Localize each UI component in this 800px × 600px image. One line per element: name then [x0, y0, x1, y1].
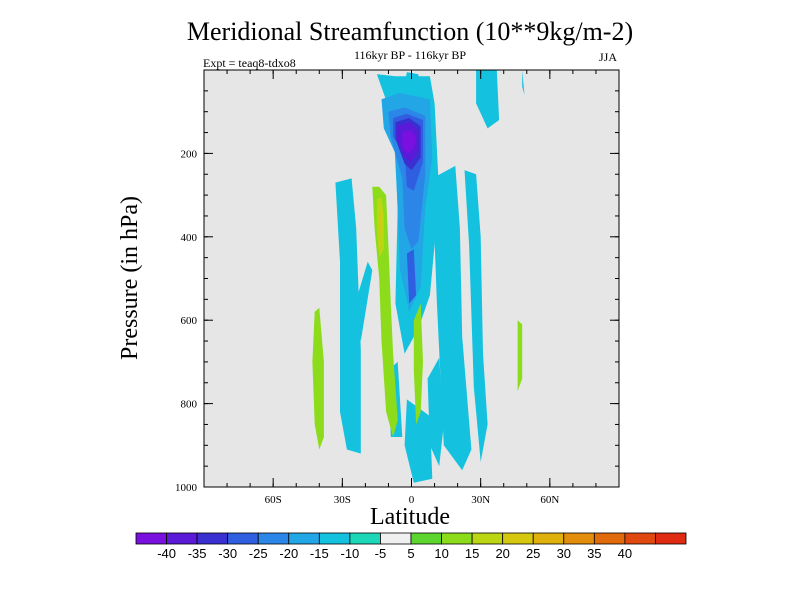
colorbar-swatch: [563, 532, 595, 545]
colorbar-label: 10: [434, 546, 448, 561]
colorbar-label: -10: [341, 546, 360, 561]
colorbar-swatch: [593, 532, 626, 545]
x-tick-label: 30N: [471, 494, 490, 506]
y-tick-label: 400: [181, 232, 198, 244]
y-axis-label: Pressure (in hPa): [117, 196, 143, 360]
colorbar-swatch: [441, 532, 473, 545]
negative-contour-region: [406, 249, 417, 304]
y-tick-label: 800: [181, 399, 198, 411]
colorbar-swatch: [196, 532, 229, 545]
colorbar-swatch: [257, 532, 290, 545]
colorbar-swatch: [532, 532, 565, 545]
colorbar-swatch: [502, 532, 534, 545]
colorbar-label: -25: [249, 546, 268, 561]
colorbar-swatch: [410, 532, 442, 545]
colorbar-swatch: [624, 532, 656, 545]
colorbar-swatch: [349, 532, 381, 545]
negative-contour-region: [432, 165, 472, 471]
x-axis-ticks: 60S 30S 0 30N 60N: [265, 70, 559, 506]
colorbar-swatch: [318, 532, 351, 545]
season-label: JJA: [599, 50, 617, 64]
colorbar: -40 -35 -30 -25 -20 -15 -10 -5 5 10 15 20 25 30 35 40: [135, 532, 687, 561]
negative-contour-region: [476, 70, 500, 129]
colorbar-swatch: [166, 532, 198, 545]
positive-contour-region: [517, 320, 523, 392]
negative-contour-region: [404, 399, 433, 483]
colorbar-label: 25: [526, 546, 540, 561]
colorbar-swatch: [227, 532, 259, 545]
colorbar-label: 5: [407, 546, 414, 561]
y-tick-label: 1000: [175, 482, 198, 494]
experiment-label: Expt = teaq8-tdxo8: [203, 56, 296, 70]
negative-contour-region: [427, 357, 444, 467]
y-tick-label: 200: [181, 148, 198, 160]
colorbar-swatch: [655, 532, 687, 545]
colorbar-label: -15: [310, 546, 329, 561]
negative-contour-region: [464, 170, 488, 462]
colorbar-label: -35: [188, 546, 207, 561]
colorbar-label: -20: [279, 546, 298, 561]
colorbar-label: 30: [557, 546, 571, 561]
colorbar-label: -5: [375, 546, 387, 561]
colorbar-label: 15: [465, 546, 479, 561]
negative-contour-region: [353, 261, 373, 342]
x-tick-label: 60S: [265, 494, 282, 506]
x-tick-label: 60N: [540, 494, 559, 506]
colorbar-swatch: [471, 532, 504, 545]
chart-title: Meridional Streamfunction (10**9kg/m-2): [187, 17, 633, 46]
positive-contour-region: [413, 303, 423, 425]
negative-contour-region: [522, 70, 525, 95]
negative-contour-region: [402, 130, 417, 154]
y-tick-label: 600: [181, 315, 198, 327]
colorbar-label: 40: [618, 546, 632, 561]
x-tick-label: 30S: [334, 494, 351, 506]
y-axis-ticks: 200 400 600 800 1000: [175, 148, 619, 494]
colorbar-swatch: [135, 532, 167, 545]
contour-layer: [312, 70, 525, 483]
x-tick-label: 0: [409, 494, 415, 506]
x-axis-label: Latitude: [370, 504, 450, 530]
colorbar-label: 20: [495, 546, 509, 561]
positive-contour-region: [312, 307, 324, 450]
positive-contour-region: [379, 211, 382, 235]
colorbar-label: -30: [218, 546, 237, 561]
negative-contour-region: [335, 178, 361, 454]
colorbar-label: -40: [157, 546, 176, 561]
colorbar-label: 35: [587, 546, 601, 561]
colorbar-swatch: [288, 532, 320, 545]
chart-subtitle: 116kyr BP - 116kyr BP: [354, 48, 466, 62]
colorbar-swatch: [380, 532, 412, 545]
